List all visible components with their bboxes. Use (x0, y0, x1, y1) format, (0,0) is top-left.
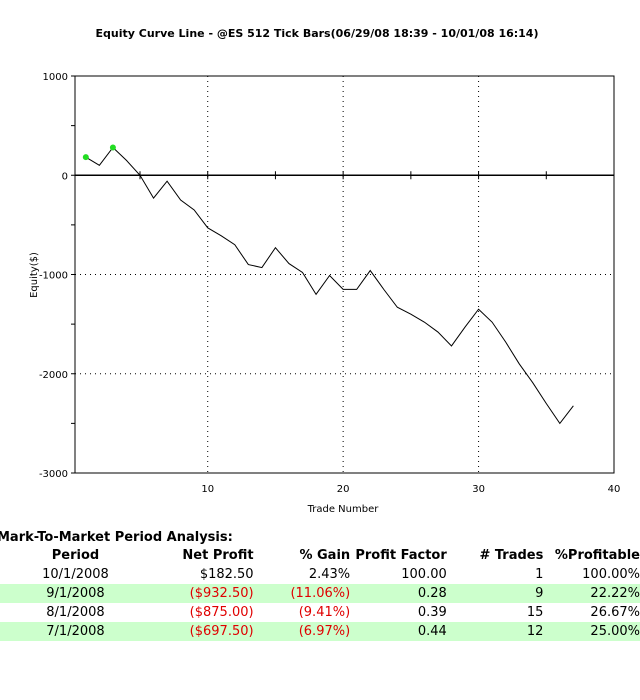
cell-net-profit: ($875.00) (189, 605, 254, 620)
cell-trades: 1 (535, 567, 544, 582)
y-axis-label: Equity($) (29, 252, 40, 298)
header-trades: # Trades (479, 548, 544, 563)
table-row: 8/1/2008 ($875.00) (9.41%) 0.39 15 26.67… (0, 603, 640, 622)
period-analysis-table: Period Net Profit % Gain Profit Factor #… (0, 546, 640, 641)
table-row: 9/1/2008 ($932.50) (11.06%) 0.28 9 22.22… (0, 584, 640, 603)
highlight-point (109, 144, 116, 151)
table-header-row: Period Net Profit % Gain Profit Factor #… (0, 546, 640, 565)
cell-period: 7/1/2008 (0, 622, 151, 641)
cell-gain: (11.06%) (253, 584, 351, 603)
cell-period: 10/1/2008 (42, 567, 109, 582)
y-tick-label: 1000 (43, 72, 68, 83)
header-profit-factor: Profit Factor (355, 548, 447, 563)
y-tick-label: 0 (62, 171, 68, 182)
x-axis-label: Trade Number (307, 504, 380, 515)
cell-profitable: 22.22% (543, 584, 640, 603)
cell-gain: (6.97%) (253, 622, 351, 641)
cell-profit-factor: 100.00 (401, 567, 447, 582)
equity-chart: Equity Curve Line - @ES 512 Tick Bars(06… (29, 27, 621, 515)
cell-period: 9/1/2008 (0, 584, 151, 603)
y-tick-label: -1000 (39, 271, 68, 282)
y-tick-label: -2000 (39, 370, 68, 381)
cell-gain: (9.41%) (298, 605, 351, 620)
cell-profit-factor: 0.39 (417, 605, 447, 620)
y-tick-label: -3000 (39, 469, 68, 480)
header-period: Period (51, 548, 100, 563)
cell-net-profit: ($697.50) (150, 622, 254, 641)
table-row: 10/1/2008 $182.50 2.43% 100.00 1 100.00% (0, 565, 640, 584)
cell-profitable: 26.67% (590, 605, 640, 620)
header-gain: % Gain (299, 548, 351, 563)
cell-trades: 9 (446, 584, 544, 603)
x-tick-label: 10 (201, 484, 214, 495)
header-profitable: %Profitable (554, 548, 640, 563)
table-row: 7/1/2008 ($697.50) (6.97%) 0.44 12 25.00… (0, 622, 640, 641)
cell-profit-factor: 0.28 (350, 584, 447, 603)
cell-trades: 15 (526, 605, 544, 620)
cell-gain: 2.43% (308, 567, 351, 582)
x-tick-label: 20 (337, 484, 350, 495)
table-title: Mark-To-Market Period Analysis: (0, 530, 233, 545)
chart-title: Equity Curve Line - @ES 512 Tick Bars(06… (96, 27, 539, 40)
cell-trades: 12 (446, 622, 544, 641)
header-net-profit: Net Profit (182, 548, 254, 563)
cell-profitable: 25.00% (543, 622, 640, 641)
cell-profit-factor: 0.44 (350, 622, 447, 641)
x-tick-label: 30 (472, 484, 485, 495)
cell-profitable: 100.00% (582, 567, 640, 582)
equity-line (85, 146, 574, 425)
cell-net-profit: ($932.50) (150, 584, 254, 603)
highlight-point (82, 154, 89, 161)
cell-period: 8/1/2008 (46, 605, 105, 620)
cell-net-profit: $182.50 (199, 567, 254, 582)
x-tick-label: 40 (608, 484, 621, 495)
